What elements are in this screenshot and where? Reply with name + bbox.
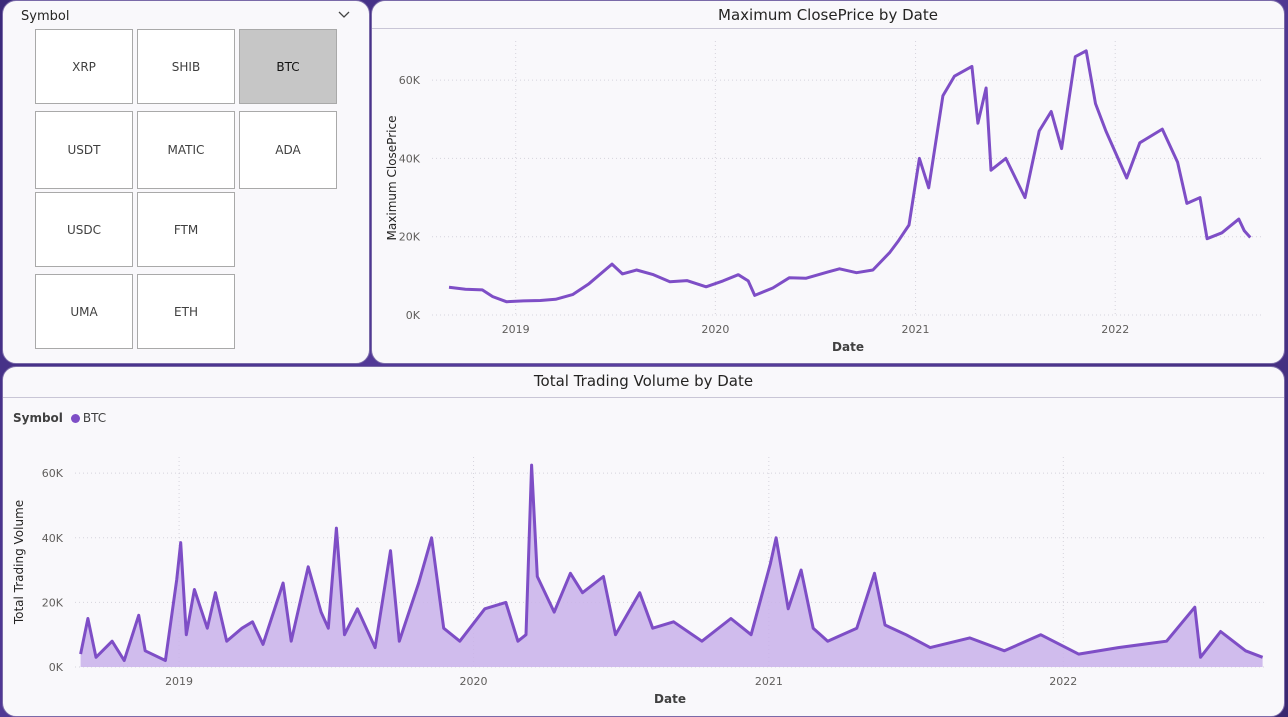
x-tick-label: 2020 — [701, 323, 729, 336]
y-tick-label: 40K — [42, 532, 64, 545]
series-area-btc — [80, 465, 1263, 667]
slicer-tile-matic[interactable]: MATIC — [137, 111, 235, 189]
x-tick-label: 2022 — [1049, 675, 1077, 688]
y-axis-title: Total Trading Volume — [12, 500, 26, 625]
x-tick-label: 2019 — [502, 323, 530, 336]
y-axis-title: Maximum ClosePrice — [385, 116, 399, 241]
legend-entry[interactable]: BTC — [82, 411, 107, 425]
chevron-down-icon[interactable] — [337, 7, 351, 21]
y-tick-label: 20K — [42, 596, 64, 609]
slicer-tile-ftm[interactable]: FTM — [137, 192, 235, 267]
legend-title: Symbol — [13, 411, 63, 425]
x-tick-label: 2022 — [1101, 323, 1129, 336]
x-axis-title: Date — [832, 340, 864, 354]
x-tick-label: 2021 — [902, 323, 930, 336]
slicer-tile-usdc[interactable]: USDC — [35, 192, 133, 267]
y-tick-label: 60K — [42, 467, 64, 480]
legend: Symbol BTC — [13, 411, 106, 425]
slicer-tile-xrp[interactable]: XRP — [35, 29, 133, 104]
slicer-tile-eth[interactable]: ETH — [137, 274, 235, 349]
slicer-tile-btc[interactable]: BTC — [239, 29, 337, 104]
y-tick-label: 0K — [49, 661, 64, 674]
slicer-tile-shib[interactable]: SHIB — [137, 29, 235, 104]
y-tick-label: 40K — [399, 152, 421, 165]
y-tick-label: 20K — [399, 231, 421, 244]
series-line-btc — [79, 463, 1264, 662]
x-tick-label: 2019 — [165, 675, 193, 688]
price-chart-panel: Maximum ClosePrice by Date 0K 20K 40K 60K 20… — [371, 0, 1285, 364]
x-tick-label: 2020 — [460, 675, 488, 688]
legend-marker — [70, 413, 80, 423]
y-tick-label: 0K — [406, 309, 421, 322]
x-axis-title: Date — [654, 692, 686, 706]
chart-title: Total Trading Volume by Date — [533, 372, 754, 390]
volume-chart-panel: Total Trading Volume by Date Symbol BTC … — [2, 366, 1285, 717]
symbol-slicer: Symbol XRP SHIB BTC USDT MATIC ADA USDC FTM UMA E… — [2, 0, 370, 364]
x-tick-label: 2021 — [755, 675, 783, 688]
y-tick-label: 60K — [399, 74, 421, 87]
series-line-btc — [448, 49, 1252, 304]
slicer-tile-uma[interactable]: UMA — [35, 274, 133, 349]
slicer-tile-ada[interactable]: ADA — [239, 111, 337, 189]
slicer-tile-usdt[interactable]: USDT — [35, 111, 133, 189]
slicer-header: Symbol — [21, 9, 70, 24]
chart-title: Maximum ClosePrice by Date — [718, 6, 938, 24]
